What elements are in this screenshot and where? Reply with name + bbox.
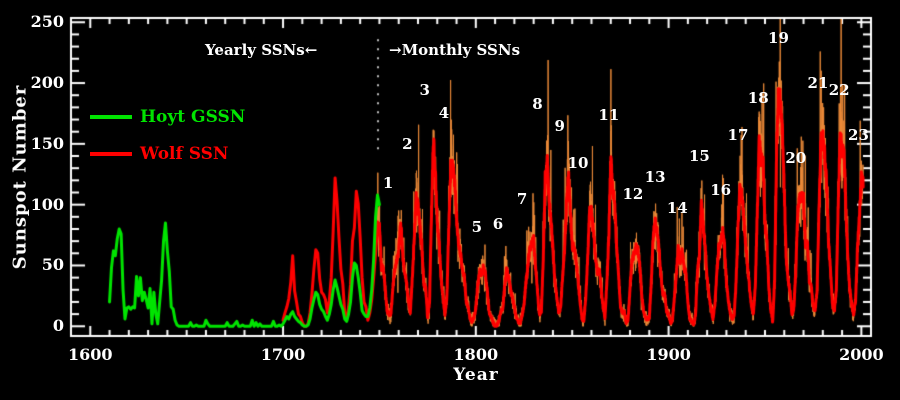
y-tick-label: 150 [30,133,64,153]
x-tick-label: 1800 [453,345,499,364]
cycle-number-label: 19 [768,29,789,48]
annotation-monthly-ssns: →Monthly SSNs [389,41,521,59]
x-tick-label: 2000 [839,345,884,364]
cycle-number-label: 11 [598,105,620,124]
legend-label-hoyt-gssn: Hoyt GSSN [140,107,246,127]
y-tick-label: 0 [52,316,64,336]
cycle-number-label: 14 [666,199,688,218]
y-axis-title: Sunspot Number [9,84,31,270]
cycle-number-label: 23 [848,126,869,145]
y-tick-label: 200 [30,73,64,93]
y-tick-label: 50 [41,255,64,275]
cycle-number-label: 21 [807,74,829,93]
cycle-number-label: 1 [382,173,394,192]
x-tick-label: 1600 [68,345,113,364]
cycle-number-label: 16 [710,181,732,200]
legend-label-wolf-ssn: Wolf SSN [140,144,229,164]
legend: Hoyt GSSN Wolf SSN [90,105,290,179]
legend-item-hoyt-gssn: Hoyt GSSN [90,105,290,129]
x-tick-label: 1900 [646,345,691,364]
cycle-number-label: 22 [828,81,850,100]
cycle-number-label: 5 [471,217,482,236]
legend-swatch-red-line [90,152,132,156]
cycle-number-label: 12 [622,184,644,203]
cycle-number-label: 17 [727,126,749,145]
cycle-number-label: 8 [532,94,543,113]
cycle-number-label: 6 [492,215,504,234]
cycle-number-label: 10 [567,154,589,173]
cycle-number-label: 18 [747,88,769,107]
x-tick-label: 1700 [260,345,306,364]
legend-item-wolf-ssn: Wolf SSN [90,142,290,166]
cycle-number-label: 3 [419,81,430,100]
annotation-yearly-ssns: Yearly SSNs← [205,41,318,59]
cycle-number-label: 4 [438,104,450,123]
y-tick-label: 100 [30,194,64,214]
cycle-number-label: 7 [516,189,528,208]
cycle-number-label: 13 [644,167,666,186]
cycle-number-label: 9 [554,116,565,135]
x-axis-title: Year [453,365,499,385]
cycle-number-label: 15 [688,147,710,166]
y-tick-label: 250 [30,12,64,32]
cycle-number-label: 2 [402,134,413,153]
legend-swatch-green-line [90,115,132,119]
cycle-number-label: 20 [785,149,807,168]
